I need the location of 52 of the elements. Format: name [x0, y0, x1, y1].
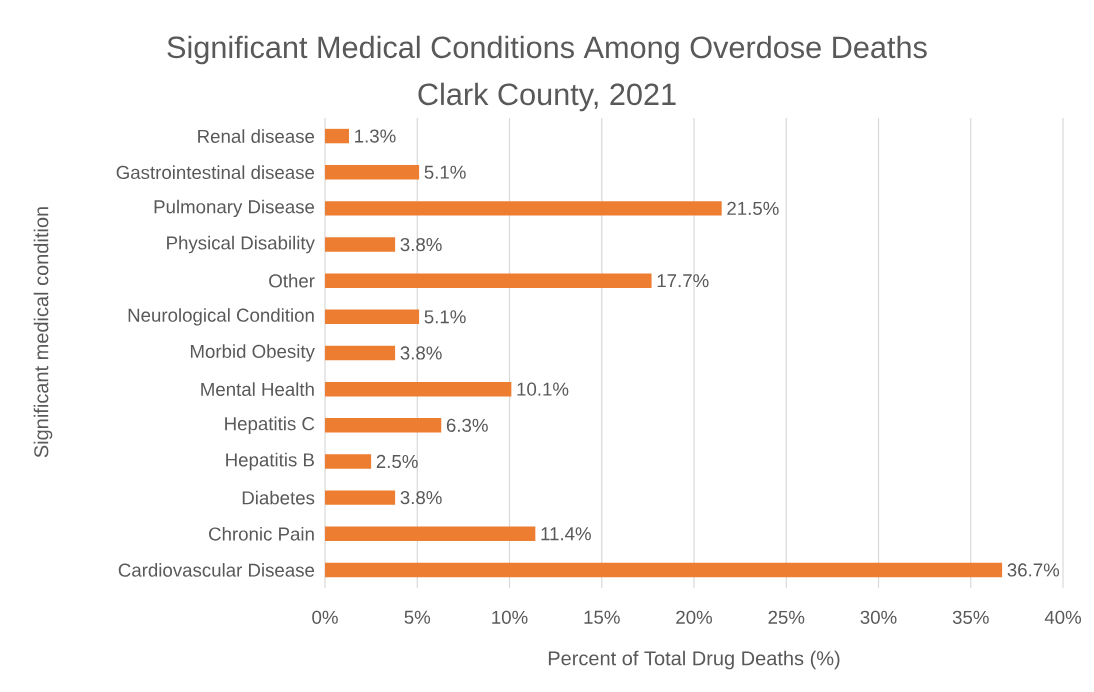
- y-tick-label: Neurological Condition: [128, 308, 314, 326]
- data-label: 3.8%: [400, 346, 442, 360]
- bar: [325, 309, 420, 325]
- data-label: 2.5%: [376, 454, 418, 469]
- x-tick-label: 40%: [1044, 610, 1082, 624]
- y-tick-label: Pulmonary Disease: [154, 199, 315, 218]
- bar: [325, 562, 1003, 578]
- data-label: 5.1%: [424, 165, 466, 179]
- x-tick-label: 25%: [768, 610, 805, 624]
- y-tick-label: Hepatitis C: [225, 416, 315, 434]
- x-tick-label: 15%: [584, 610, 620, 624]
- x-tick-label: 35%: [952, 610, 989, 624]
- y-tick-label: Other: [269, 273, 315, 288]
- chart-title: Significant Medical Conditions Among Overdose Deaths: [167, 35, 927, 65]
- data-label: 6.3%: [446, 418, 488, 432]
- y-tick-label: Physical Disability: [167, 235, 315, 254]
- bar: [325, 201, 722, 216]
- bar: [325, 381, 512, 397]
- bar: [325, 454, 372, 469]
- data-label: 3.8%: [400, 237, 442, 252]
- bar: [325, 526, 536, 541]
- x-tick-label: 20%: [676, 610, 713, 624]
- chart-subtitle: Clark County, 2021: [418, 82, 676, 112]
- y-tick-label: Renal disease: [198, 129, 315, 143]
- data-label: 10.1%: [517, 382, 569, 396]
- x-tick-label: 30%: [860, 610, 897, 624]
- x-tick-label: 5%: [404, 610, 431, 624]
- data-label: 11.4%: [541, 527, 591, 541]
- x-tick-label: 10%: [492, 610, 528, 624]
- bar: [325, 345, 396, 361]
- bar: [325, 490, 396, 505]
- bar: [325, 273, 652, 288]
- data-label: 1.3%: [355, 129, 396, 143]
- y-tick-label: Hepatitis B: [226, 452, 314, 471]
- bar: [325, 418, 442, 433]
- y-axis-title: Significant medical condition: [33, 207, 53, 458]
- y-tick-label: Chronic Pain: [209, 526, 314, 541]
- y-tick-label: Mental Health: [201, 382, 314, 397]
- x-tick-label: 0%: [312, 610, 338, 624]
- y-tick-label: Diabetes: [242, 490, 315, 505]
- data-label: 5.1%: [424, 310, 466, 324]
- y-tick-label: Morbid Obesity: [190, 344, 315, 362]
- y-tick-label: Gastrointestinal disease: [116, 165, 315, 180]
- data-label: 21.5%: [727, 201, 779, 215]
- data-label: 17.7%: [657, 274, 709, 288]
- data-label: 36.7%: [1007, 563, 1060, 577]
- bar: [325, 128, 349, 144]
- data-label: 3.8%: [400, 490, 442, 505]
- bar: [325, 164, 420, 180]
- y-tick-label: Cardiovascular Disease: [118, 563, 315, 577]
- bar: [325, 237, 396, 252]
- x-axis-title: Percent of Total Drug Deaths (%): [548, 650, 840, 670]
